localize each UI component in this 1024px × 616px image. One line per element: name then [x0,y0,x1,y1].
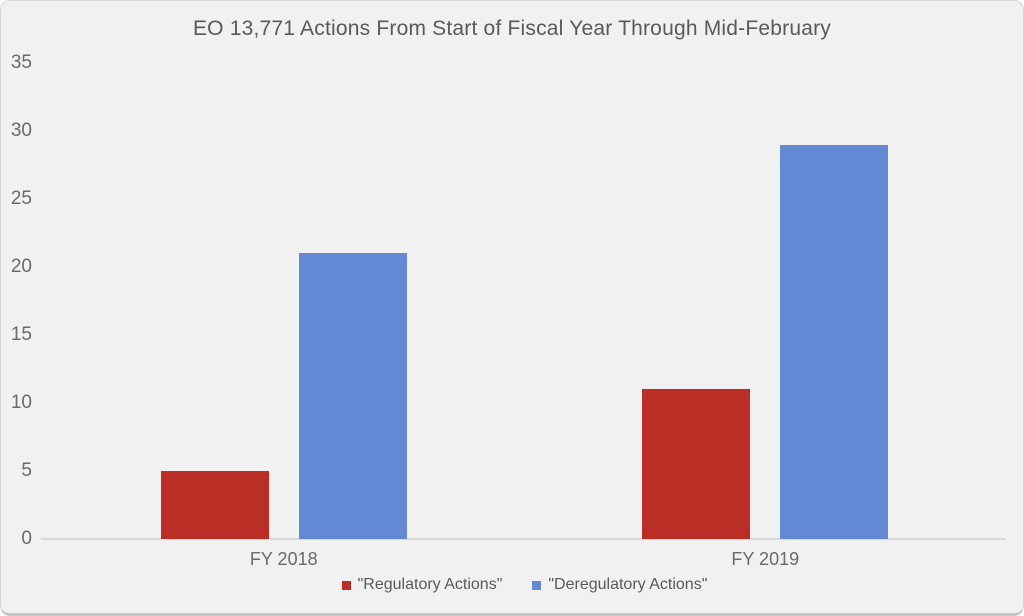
y-tick-label: 5 [21,460,32,481]
y-tick-label: 35 [10,52,32,73]
bar-regulatory-actions-fy-2018 [160,471,269,539]
legend-label: "Regulatory Actions" [357,576,503,593]
bar-deregulatory-actions-fy-2018 [298,253,407,539]
legend-item: "Deregulatory Actions" [532,576,707,594]
y-tick-label: 25 [10,188,32,209]
y-tick-label: 0 [21,528,32,549]
y-tick-label: 10 [10,392,32,413]
y-tick-label: 20 [10,256,32,277]
bar-regulatory-actions-fy-2019 [642,389,751,539]
bar-deregulatory-actions-fy-2019 [780,144,889,539]
x-category-label: FY 2019 [731,549,800,569]
y-tick-label: 30 [10,120,32,141]
legend-swatch-icon [341,580,351,590]
plot-area [43,63,1006,539]
chart-title: EO 13,771 Actions From Start of Fiscal Y… [192,17,832,40]
legend-label: "Deregulatory Actions" [548,576,708,593]
x-category-label: FY 2018 [249,549,318,569]
y-axis: 0 5 10 15 20 25 30 35 [1,1,32,613]
y-tick-label: 15 [10,324,32,345]
x-axis-line [41,538,1006,540]
legend-item: "Regulatory Actions" [341,576,503,594]
legend-swatch-icon [532,580,542,590]
legend: "Regulatory Actions" "Deregulatory Action… [43,574,1006,596]
